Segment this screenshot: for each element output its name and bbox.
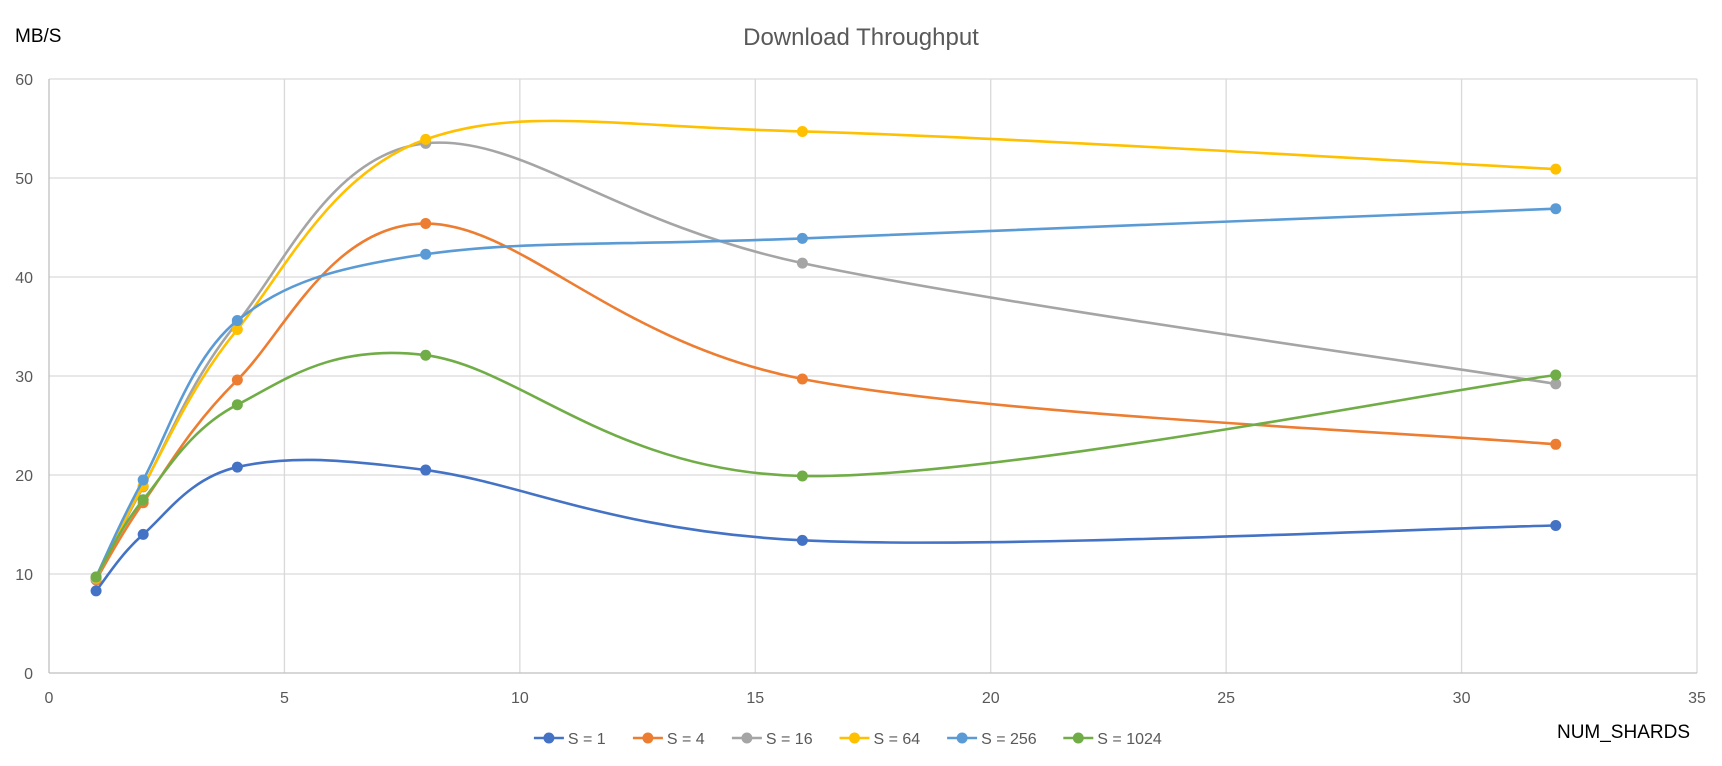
- legend-label: S = 16: [766, 731, 813, 748]
- data-point: [137, 494, 149, 506]
- series-line: [95, 458, 1556, 592]
- series-line: [94, 351, 1556, 578]
- legend-item: S = 256: [947, 731, 1037, 748]
- data-point: [231, 461, 243, 473]
- series-5: [90, 203, 1562, 583]
- data-point: [1550, 163, 1562, 175]
- legend-label: S = 4: [667, 731, 705, 748]
- legend-label: S = 256: [981, 731, 1037, 748]
- data-point: [137, 528, 149, 540]
- data-point: [231, 323, 243, 335]
- data-point: [1550, 438, 1562, 450]
- data-point: [1550, 378, 1562, 390]
- series-3: [90, 137, 1562, 585]
- series-line: [94, 207, 1556, 578]
- chart-title: Download Throughput: [743, 24, 979, 51]
- y-tick-label: 10: [15, 567, 33, 584]
- data-point: [796, 232, 808, 244]
- data-point: [796, 125, 808, 137]
- data-point: [420, 248, 432, 260]
- data-point: [420, 133, 432, 145]
- data-point: [231, 399, 243, 411]
- series-lines: [90, 119, 1562, 597]
- series-6: [90, 349, 1562, 583]
- data-point: [90, 571, 102, 583]
- legend-item: S = 1024: [1063, 731, 1162, 748]
- legend-label: S = 1: [568, 731, 606, 748]
- x-tick-label: 25: [1217, 690, 1235, 707]
- x-tick-label: 15: [746, 690, 764, 707]
- data-point: [1550, 369, 1562, 381]
- legend: S = 1 S = 4 S = 16 S = 64 S = 256 S = 1024: [533, 731, 1162, 748]
- data-point: [137, 474, 149, 486]
- axes: [48, 79, 1697, 674]
- legend-marker: [956, 732, 968, 744]
- y-axis-label: MB/S: [15, 26, 61, 47]
- data-point: [231, 374, 243, 386]
- y-tick-label: 20: [15, 468, 33, 485]
- x-tick-label: 0: [45, 690, 54, 707]
- legend-marker: [543, 732, 555, 744]
- legend-marker: [849, 732, 860, 744]
- legend-item: S = 4: [632, 731, 705, 748]
- legend-item: S = 64: [839, 731, 921, 748]
- x-axis-label: NUM_SHARDS: [1557, 722, 1690, 743]
- data-point: [420, 464, 432, 476]
- y-tick-label: 30: [15, 369, 33, 386]
- x-tick-label: 5: [280, 690, 289, 707]
- legend-item: S = 1: [533, 731, 606, 748]
- legend-item: S = 16: [731, 731, 813, 748]
- data-point: [231, 315, 243, 327]
- x-tick-label: 35: [1688, 690, 1706, 707]
- legend-label: S = 1024: [1097, 731, 1162, 748]
- series-2: [90, 218, 1562, 586]
- data-point: [796, 257, 808, 269]
- x-tick-labels: 0 5 10 15 20 25 30 35: [45, 690, 1706, 707]
- data-point: [796, 373, 808, 385]
- x-tick-label: 20: [982, 690, 1000, 707]
- series-1: [90, 458, 1562, 597]
- data-point: [796, 534, 808, 546]
- series-line: [94, 119, 1556, 579]
- x-tick-label: 10: [511, 690, 529, 707]
- data-point: [1550, 203, 1562, 215]
- y-tick-label: 40: [15, 270, 33, 287]
- data-point: [1550, 519, 1562, 531]
- y-tick-labels: 0 10 20 30 40 50 60: [15, 72, 33, 683]
- legend-marker: [741, 732, 753, 744]
- legend-label: S = 64: [874, 731, 921, 748]
- x-tick-label: 30: [1453, 690, 1471, 707]
- legend-marker: [1072, 732, 1084, 744]
- legend-marker: [642, 732, 654, 744]
- data-point: [90, 585, 102, 597]
- y-tick-label: 60: [15, 72, 33, 89]
- data-point: [420, 218, 432, 230]
- gridlines: [49, 78, 1698, 673]
- y-tick-label: 0: [24, 666, 33, 683]
- y-tick-label: 50: [15, 171, 33, 188]
- data-point: [796, 470, 808, 482]
- series-line: [94, 141, 1556, 580]
- data-point: [420, 349, 432, 361]
